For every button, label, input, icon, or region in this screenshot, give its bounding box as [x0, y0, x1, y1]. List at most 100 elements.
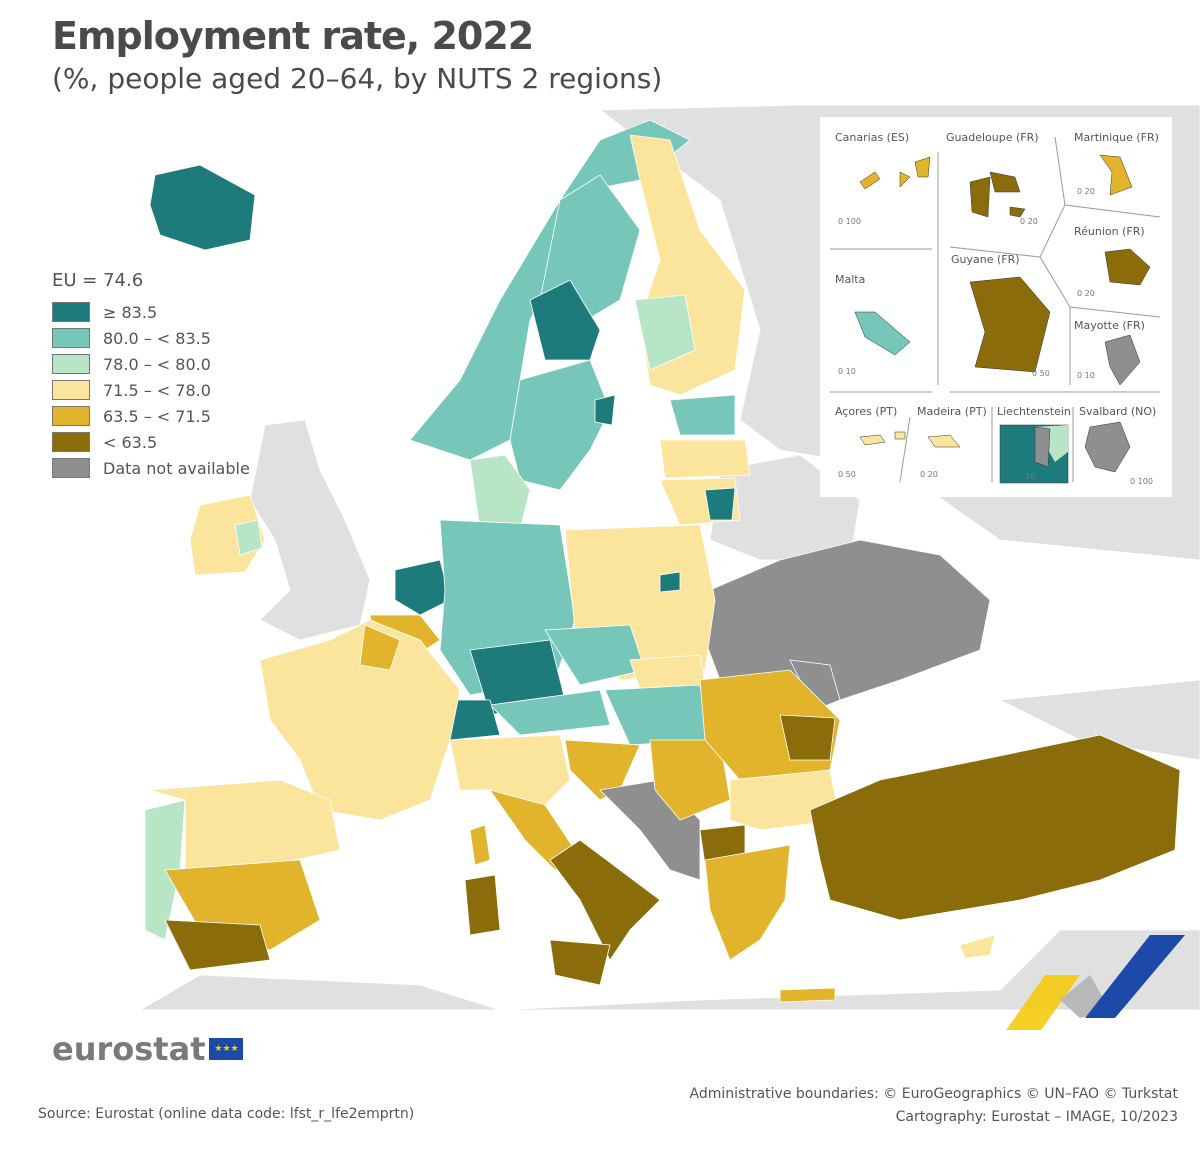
legend: EU = 74.6 ≥ 83.5 80.0 – < 83.5 78.0 – < …: [52, 270, 250, 481]
cyprus-region: [959, 934, 996, 959]
slovakia-region: [629, 654, 706, 691]
guyane-shape: [969, 276, 1051, 373]
map-shape: [949, 246, 1041, 258]
map-shape: [1069, 306, 1161, 318]
ireland-east-region: [234, 519, 263, 556]
austria-region: [489, 689, 611, 736]
vilnius-region: [704, 487, 736, 521]
legend-item: 63.5 – < 71.5: [52, 403, 250, 429]
legend-label: < 63.5: [103, 432, 158, 452]
legend-label: 78.0 – < 80.0: [103, 354, 211, 374]
eu-average: EU = 74.6: [52, 270, 144, 291]
scale-bar: 0 50: [1032, 369, 1050, 378]
scale-bar: 0 20: [1077, 289, 1095, 298]
inset-label: Liechtenstein: [997, 405, 1071, 418]
map-shape: [1054, 136, 1066, 206]
legend-item: ≥ 83.5: [52, 299, 250, 325]
logo-text: eurostat: [52, 1030, 206, 1068]
netherlands-region: [394, 559, 451, 616]
ukraine-region: [704, 539, 991, 701]
map-shape: [1039, 204, 1066, 258]
cartography-credit: Cartography: Eurostat – IMAGE, 10/2023: [895, 1109, 1178, 1125]
mayotte-shape: [1104, 334, 1141, 386]
legend-item: 71.5 – < 78.0: [52, 377, 250, 403]
uk-land: [249, 419, 371, 641]
canarias-shape: [859, 156, 931, 190]
legend-swatch: [52, 328, 90, 348]
map-shape: [1039, 256, 1071, 308]
legend-item: 78.0 – < 80.0: [52, 351, 250, 377]
scale-bar: 0 10: [1077, 371, 1095, 380]
inset-label: Guadeloupe (FR): [946, 131, 1039, 144]
martinique-shape: [1099, 154, 1133, 196]
andalucia-region: [164, 919, 271, 971]
acores-shape: [859, 431, 906, 446]
stockholm-region: [594, 394, 616, 426]
scale-bar: 0 50: [838, 470, 856, 479]
map-title: Employment rate, 2022: [52, 14, 534, 58]
legend-label: 63.5 – < 71.5: [103, 406, 211, 426]
reunion-shape: [1104, 248, 1151, 286]
inset-label: Martinique (FR): [1074, 131, 1159, 144]
source-note: Source: Eurostat (online data code: lfst…: [38, 1106, 415, 1122]
romania-northeast-region: [779, 714, 836, 761]
legend-swatch: [52, 380, 90, 400]
warsaw-region: [659, 571, 681, 593]
italy-south-region: [549, 839, 661, 961]
caucasus-land: [998, 679, 1200, 761]
scale-bar: 0 100: [838, 217, 861, 226]
legend-label: 80.0 – < 83.5: [103, 328, 211, 348]
scale-bar: 0 20: [1077, 187, 1095, 196]
madeira-shape: [927, 434, 961, 448]
legend-swatch: [52, 458, 90, 478]
north-africa-land: [138, 929, 1200, 1011]
sicily-region: [549, 939, 611, 986]
finland-west-region: [634, 294, 696, 371]
sweden-south-region: [509, 359, 611, 491]
legend-item: < 63.5: [52, 429, 250, 455]
turkey-region: [809, 734, 1181, 921]
scale-bar: 0 20: [1020, 217, 1038, 226]
inset-label: Guyane (FR): [951, 253, 1020, 266]
inset-label: Svalbard (NO): [1079, 405, 1157, 418]
decorative-yellow-stripe: [1006, 975, 1080, 1030]
map-shape: [899, 416, 911, 483]
legend-item: 80.0 – < 83.5: [52, 325, 250, 351]
legend-label: ≥ 83.5: [103, 302, 158, 322]
ireland-region: [189, 494, 266, 576]
scale-bar: 0 100: [1130, 477, 1153, 486]
legend-label: Data not available: [103, 458, 250, 478]
legend-swatch: [52, 432, 90, 452]
eu-flag-icon: ★★★: [209, 1038, 244, 1060]
inset-label: Mayotte (FR): [1074, 319, 1145, 332]
legend-swatch: [52, 354, 90, 374]
greece-region: [704, 844, 791, 961]
credits: Administrative boundaries: © EuroGeograp…: [690, 1083, 1178, 1129]
inset-label: Canarias (ES): [835, 131, 910, 144]
malta-shape: [854, 311, 911, 356]
inset-maps-panel: Canarias (ES) 0 100 Guadeloupe (FR) 0 20…: [820, 117, 1172, 497]
france-northeast-region: [359, 624, 401, 671]
latvia-region: [659, 439, 751, 479]
inset-label: Açores (PT): [835, 405, 898, 418]
map-shape: [1034, 426, 1051, 468]
estonia-region: [669, 394, 736, 436]
corsica-region: [469, 824, 491, 866]
inset-shapes: [830, 136, 1161, 484]
scale-bar: 10: [1025, 472, 1036, 481]
map-subtitle: (%, people aged 20–64, by NUTS 2 regions…: [52, 62, 663, 95]
scale-bar: 0 20: [920, 470, 938, 479]
france-region: [259, 619, 461, 821]
denmark-region: [469, 454, 531, 531]
crete-region: [779, 987, 836, 1003]
map-shape: [1064, 204, 1161, 218]
boundaries-credit: Administrative boundaries: © EuroGeograp…: [689, 1086, 1178, 1102]
legend-swatch: [52, 302, 90, 322]
legend-swatch: [52, 406, 90, 426]
guadeloupe-shape: [969, 171, 1026, 218]
decorative-blue-stripe: [1085, 935, 1185, 1018]
inset-label: Malta: [835, 273, 866, 286]
svalbard-shape: [1084, 421, 1131, 473]
iceland-region: [149, 164, 256, 251]
